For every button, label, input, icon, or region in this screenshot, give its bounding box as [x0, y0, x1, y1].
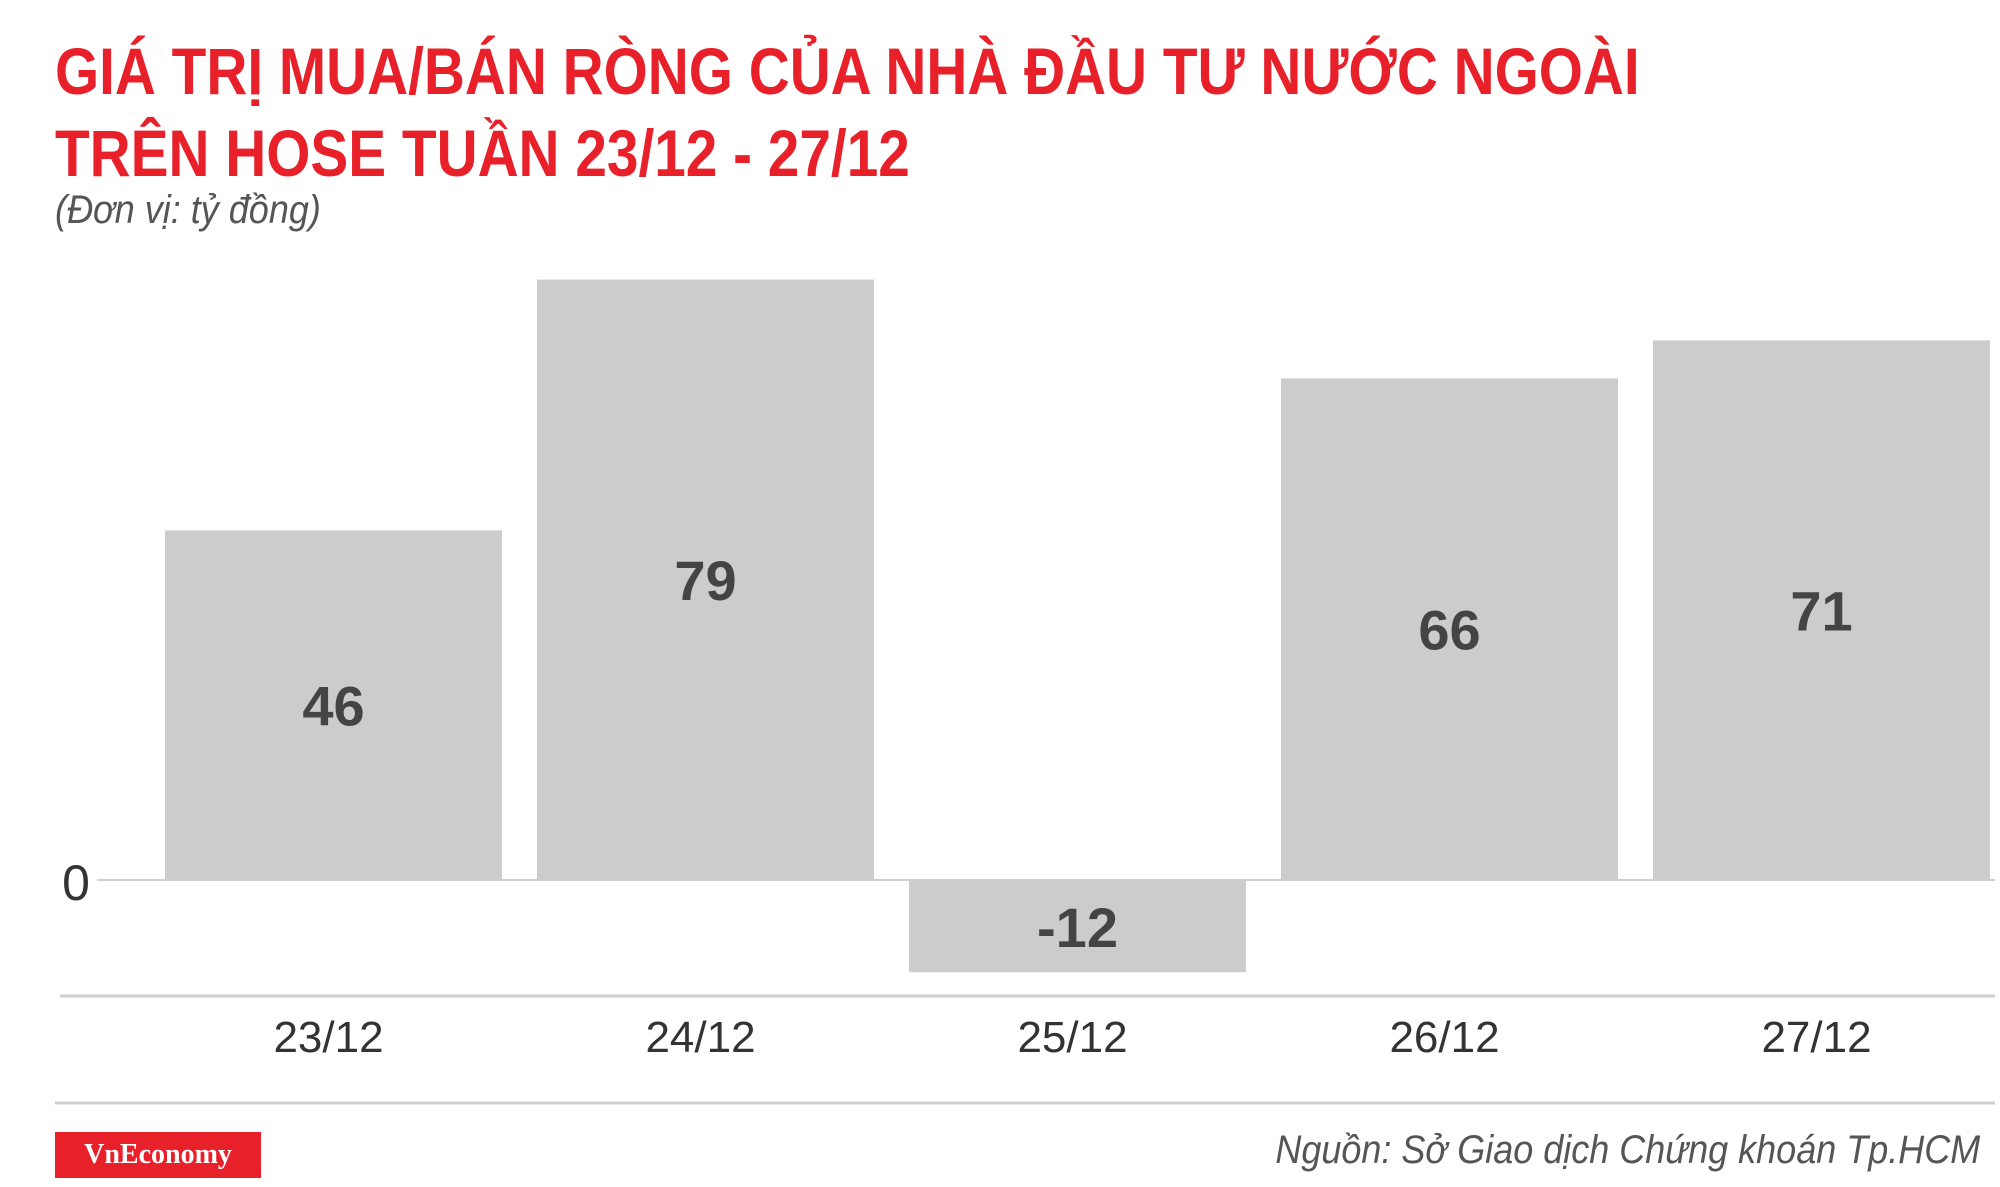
source-note: Nguồn: Sở Giao dịch Chứng khoán Tp.HCM	[1275, 1128, 1980, 1172]
x-tick-label-26/12: 26/12	[1389, 1013, 1499, 1062]
data-label-25/12: -12	[1037, 896, 1118, 959]
brand-logo: VnEconomy	[55, 1132, 261, 1178]
x-tick-label-23/12: 23/12	[273, 1013, 383, 1062]
data-label-23/12: 46	[302, 674, 364, 737]
data-label-24/12: 79	[674, 549, 736, 612]
bar-23/12	[165, 530, 502, 880]
data-label-27/12: 71	[1790, 579, 1852, 642]
x-tick-label-24/12: 24/12	[645, 1013, 755, 1062]
bar-26/12	[1281, 378, 1618, 880]
x-tick-label-27/12: 27/12	[1761, 1013, 1871, 1062]
bar-24/12	[537, 279, 874, 881]
chart-title: GIÁ TRỊ MUA/BÁN RÒNG CỦA NHÀ ĐẦU TƯ NƯỚC…	[55, 30, 1640, 194]
chart-title-line-1: GIÁ TRỊ MUA/BÁN RÒNG CỦA NHÀ ĐẦU TƯ NƯỚC…	[55, 34, 1640, 108]
bar-27/12	[1653, 340, 1990, 880]
y-tick-label-0: 0	[62, 855, 90, 911]
data-label-26/12: 66	[1418, 598, 1480, 661]
bar-chart: 0 46 23/12 79 24/12 -12 25/12 66 26/12 71 27/12	[55, 279, 1995, 1105]
chart-title-line-2: TRÊN HOSE TUẦN 23/12 - 27/12	[55, 116, 910, 190]
unit-label: (Đơn vị: tỷ đồng)	[55, 188, 321, 232]
x-tick-label-25/12: 25/12	[1017, 1013, 1127, 1062]
bar-25/12	[909, 881, 1246, 973]
